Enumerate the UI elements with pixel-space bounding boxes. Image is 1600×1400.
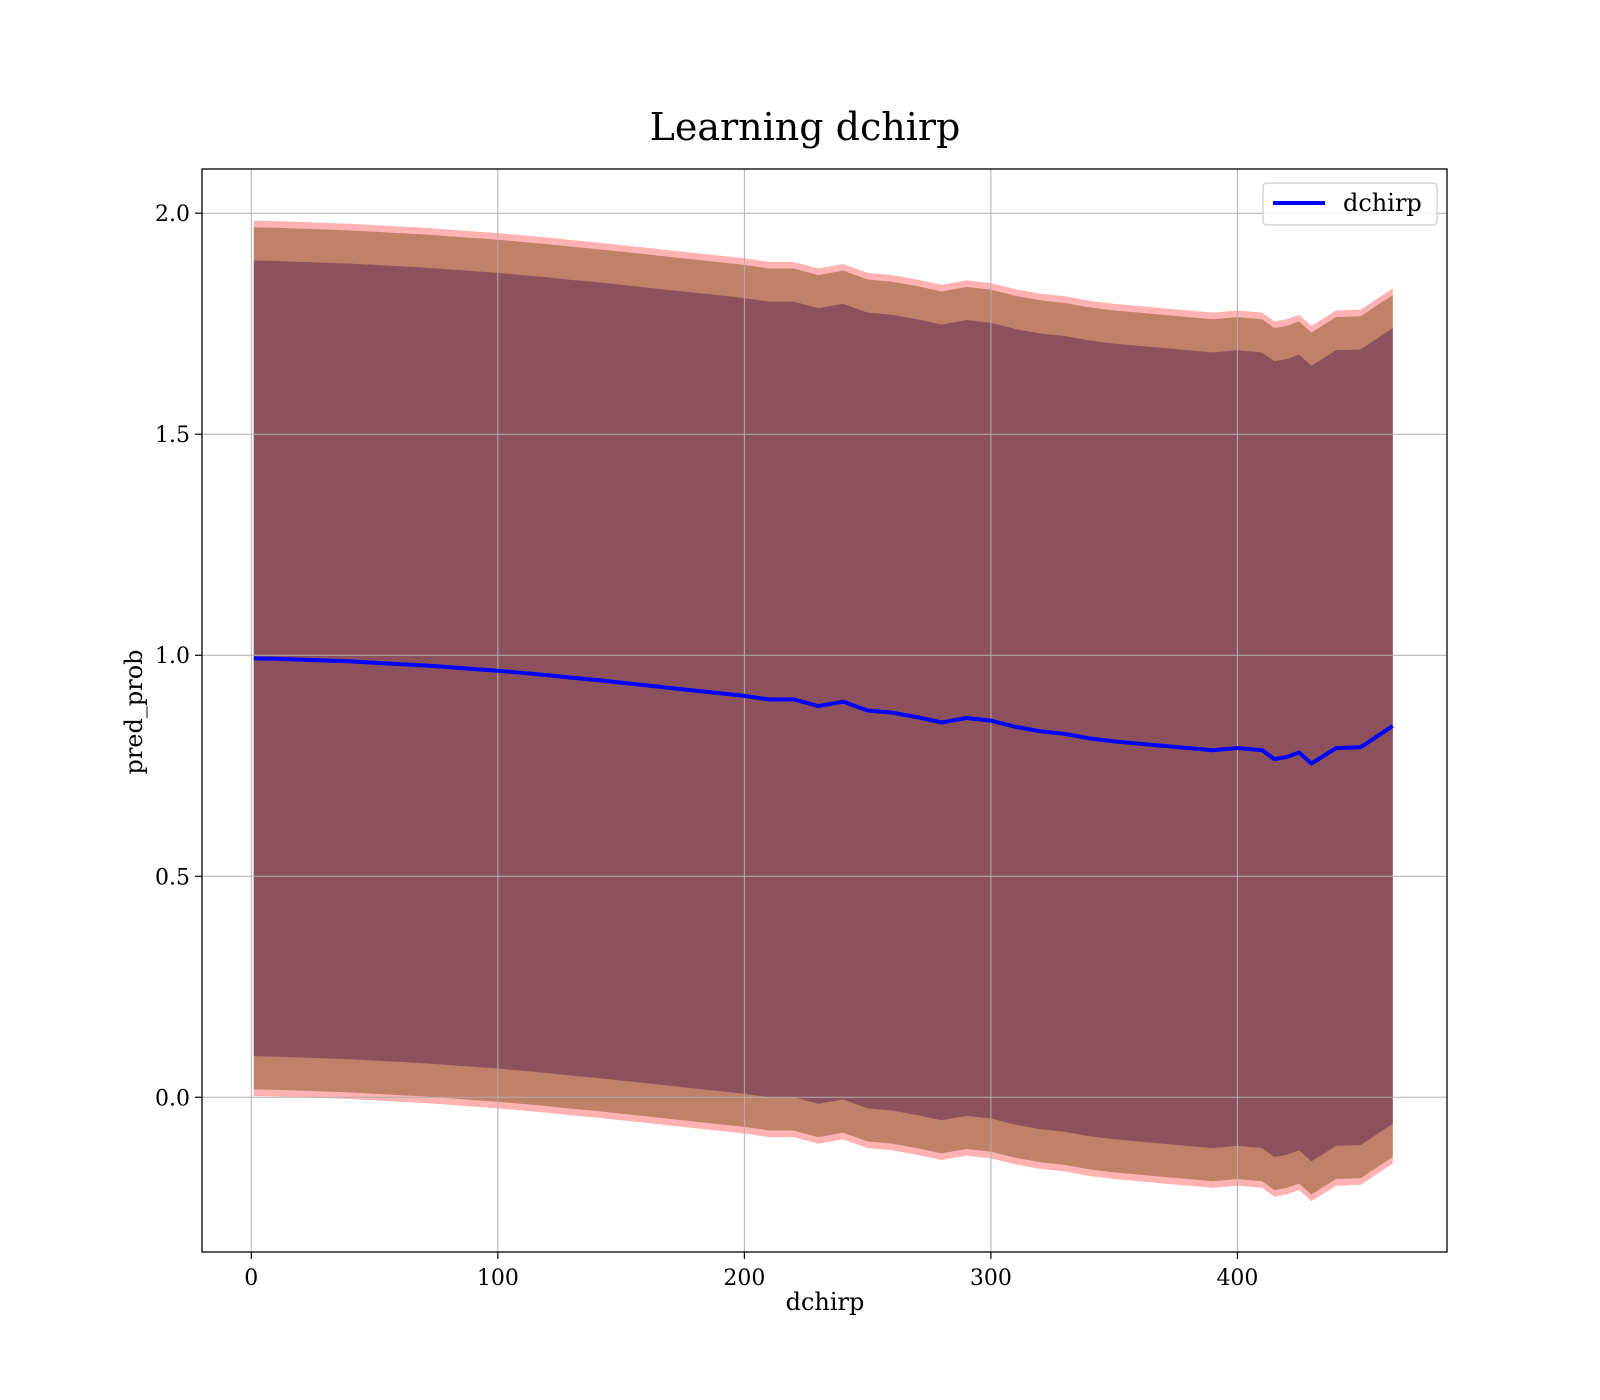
plot-frame (201, 168, 1448, 1253)
x-axis-label: dchirp (786, 1288, 865, 1316)
y-axis-label: pred_prob (120, 649, 148, 774)
plot-area (201, 168, 1448, 1253)
y-tick-label: 0.0 (155, 1086, 190, 1111)
y-tick-label: 1.0 (155, 644, 190, 669)
confidence-band-2 (253, 260, 1393, 1162)
y-axis-ticks: 0.0 0.5 1.0 1.5 2.0 (155, 202, 202, 1111)
series-line-dchirp (253, 656, 1394, 766)
legend-box (1262, 182, 1438, 226)
y-tick-label: 1.5 (155, 423, 190, 448)
legend: dchirp (1262, 182, 1438, 226)
chart-title: Learning dchirp (650, 105, 961, 149)
x-tick-label: 300 (970, 1266, 1012, 1291)
x-axis-ticks: 0 100 200 300 400 (244, 1252, 1258, 1291)
y-tick-label: 2.0 (155, 202, 190, 227)
x-tick-label: 0 (244, 1266, 258, 1291)
y-tick-label: 0.5 (155, 865, 190, 890)
x-tick-label: 400 (1216, 1266, 1258, 1291)
legend-label: dchirp (1343, 189, 1422, 217)
x-tick-label: 200 (723, 1266, 765, 1291)
x-tick-label: 100 (477, 1266, 519, 1291)
